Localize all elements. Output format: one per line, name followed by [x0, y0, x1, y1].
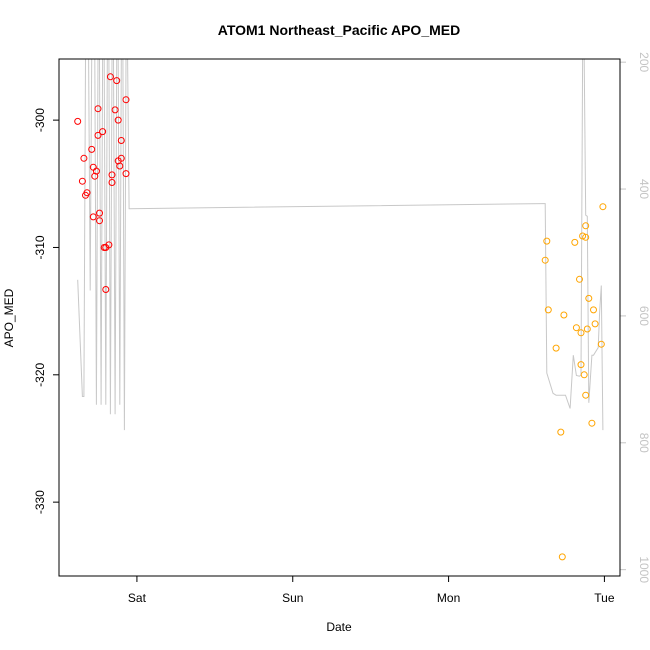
data-point-series-2 [579, 232, 587, 240]
data-point-series-1 [96, 217, 103, 225]
data-point-series-2 [576, 275, 583, 283]
x-tick-label: Sat [128, 591, 147, 605]
data-point-series-2 [543, 237, 551, 245]
data-point-series-1 [83, 189, 91, 197]
data-point-series-2 [577, 361, 585, 369]
data-point-series-1 [80, 154, 88, 162]
data-point-series-1 [108, 171, 116, 179]
data-point-series-2 [552, 344, 560, 352]
data-point-series-2 [591, 320, 599, 328]
data-point-series-1 [78, 177, 86, 185]
y-tick-label: -330 [33, 490, 47, 514]
x-tick-label: Sun [282, 591, 303, 605]
data-point-series-1 [122, 96, 130, 104]
y-tick-label: -300 [33, 108, 47, 132]
data-point-series-1 [88, 145, 96, 153]
y2-tick-label: 200 [637, 52, 650, 72]
y2-tick-label: 1000 [637, 556, 650, 583]
y-axis-label: APO_MED [2, 288, 16, 347]
data-point-series-2 [582, 222, 590, 230]
data-point-series-2 [585, 294, 593, 302]
y2-tick-label: 800 [637, 433, 650, 453]
data-point-series-1 [114, 116, 122, 124]
data-point-series-2 [544, 306, 552, 314]
data-point-series-2 [580, 371, 588, 379]
x-axis-label: Date [326, 620, 352, 634]
data-point-series-1 [94, 131, 102, 139]
data-point-series-2 [582, 233, 590, 241]
data-point-series-1 [92, 167, 100, 175]
data-point-series-1 [122, 170, 130, 178]
data-point-series-1 [117, 137, 125, 144]
data-point-series-1 [102, 286, 110, 293]
data-point-series-1 [111, 106, 119, 114]
data-point-series-2 [588, 419, 596, 427]
data-point-series-1 [117, 154, 125, 162]
data-point-series-1 [74, 117, 82, 125]
y-tick-label: -320 [33, 362, 47, 386]
data-point-series-2 [577, 329, 585, 337]
y-tick-label: -310 [33, 235, 47, 259]
points-layer [74, 73, 607, 561]
x-tick-label: Mon [437, 591, 460, 605]
data-point-series-2 [557, 428, 565, 436]
data-point-series-1 [89, 213, 97, 221]
data-point-series-2 [541, 256, 549, 264]
data-point-series-1 [108, 179, 116, 186]
data-point-series-2 [560, 311, 568, 319]
data-point-series-2 [571, 238, 579, 246]
data-point-series-2 [599, 203, 607, 211]
plot-frame [58, 58, 621, 577]
x-tick-label: Tue [594, 591, 615, 605]
chart-title: ATOM1 Northeast_Pacific APO_MED [218, 22, 460, 38]
data-point-series-2 [582, 391, 590, 399]
data-point-series-1 [113, 77, 121, 85]
data-point-series-1 [96, 209, 103, 217]
data-point-series-2 [590, 306, 597, 314]
data-point-series-1 [116, 162, 124, 170]
data-point-series-1 [105, 241, 113, 249]
data-point-series-1 [106, 73, 114, 81]
data-point-series-1 [94, 105, 102, 113]
data-point-series-2 [597, 340, 605, 348]
data-point-series-1 [99, 128, 107, 136]
y2-tick-label: 400 [637, 179, 650, 199]
data-point-series-2 [583, 325, 591, 333]
data-point-series-2 [572, 324, 580, 332]
data-point-series-2 [558, 553, 566, 561]
y2-tick-label: 600 [637, 306, 650, 326]
